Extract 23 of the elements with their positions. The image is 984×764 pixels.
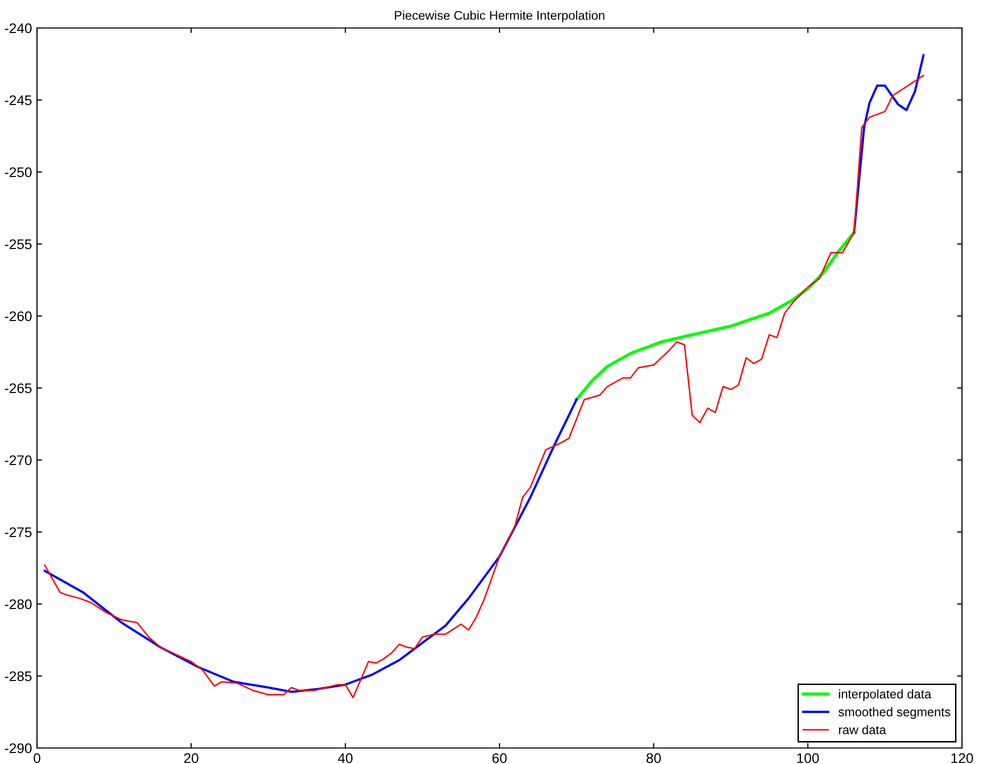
legend-label: interpolated data (839, 689, 932, 701)
x-tick-label: 20 (184, 753, 198, 764)
y-tick-label: -250 (4, 167, 32, 178)
y-tick-label: -265 (4, 383, 32, 394)
legend-label: raw data (839, 725, 886, 734)
line-series (575, 230, 856, 402)
y-tick-label: -240 (4, 23, 32, 34)
y-tick-label: -280 (4, 599, 32, 610)
y-tick-label: -260 (4, 311, 32, 322)
y-tick-label: -290 (4, 743, 32, 754)
x-tick-label: 60 (492, 753, 507, 764)
x-tick-label: 0 (34, 753, 40, 764)
x-tick-label: 100 (797, 753, 819, 764)
x-tick-label: 40 (338, 753, 353, 764)
y-tick-label: -245 (4, 95, 32, 106)
legend-label: smoothed segments (838, 707, 950, 719)
chart-title: Piecewise Cubic Hermite Interpolation (394, 10, 604, 22)
x-tick-label: 80 (646, 753, 661, 764)
y-tick-label: -275 (4, 527, 32, 538)
y-tick-label: -255 (4, 239, 32, 250)
x-tick-label: 120 (951, 753, 974, 764)
y-tick-label: -285 (4, 671, 32, 682)
y-tick-label: -270 (4, 455, 32, 466)
